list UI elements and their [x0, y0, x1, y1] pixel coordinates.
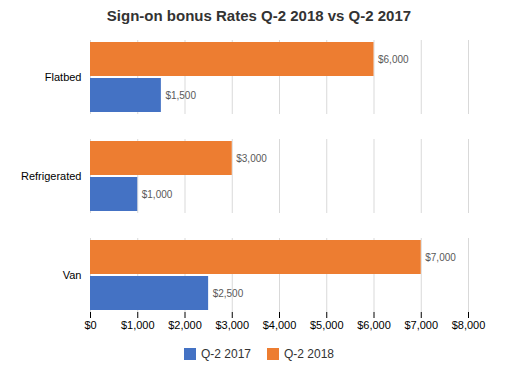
- svg-text:$4,000: $4,000: [263, 319, 297, 331]
- svg-text:$8,000: $8,000: [452, 319, 486, 331]
- svg-text:$6,000: $6,000: [378, 54, 409, 65]
- svg-text:$1,000: $1,000: [142, 189, 173, 200]
- svg-text:$3,000: $3,000: [236, 153, 267, 164]
- html-text:Q-2 2018: Q-2 2018: [284, 347, 334, 361]
- svg-text:Refrigerated: Refrigerated: [21, 170, 82, 182]
- svg-text:$0: $0: [84, 319, 96, 331]
- svg-text:$5,000: $5,000: [310, 319, 344, 331]
- svg-text:$2,000: $2,000: [168, 319, 202, 331]
- svg-text:$7,000: $7,000: [425, 252, 456, 263]
- svg-text:Flatbed: Flatbed: [45, 71, 82, 83]
- svg-text:Van: Van: [63, 269, 82, 281]
- svg-text:$7,000: $7,000: [404, 319, 438, 331]
- svg-text:$6,000: $6,000: [357, 319, 391, 331]
- svg-text:$1,500: $1,500: [165, 90, 196, 101]
- html-text:Sign-on bonus Rates Q-2 2018 v: Sign-on bonus Rates Q-2 2018 vs Q-2 2017: [106, 7, 412, 24]
- html-text:Q-2 2017: Q-2 2017: [201, 347, 251, 361]
- svg-text:$2,500: $2,500: [213, 288, 244, 299]
- svg-text:$1,000: $1,000: [121, 319, 155, 331]
- svg-text:$3,000: $3,000: [215, 319, 249, 331]
